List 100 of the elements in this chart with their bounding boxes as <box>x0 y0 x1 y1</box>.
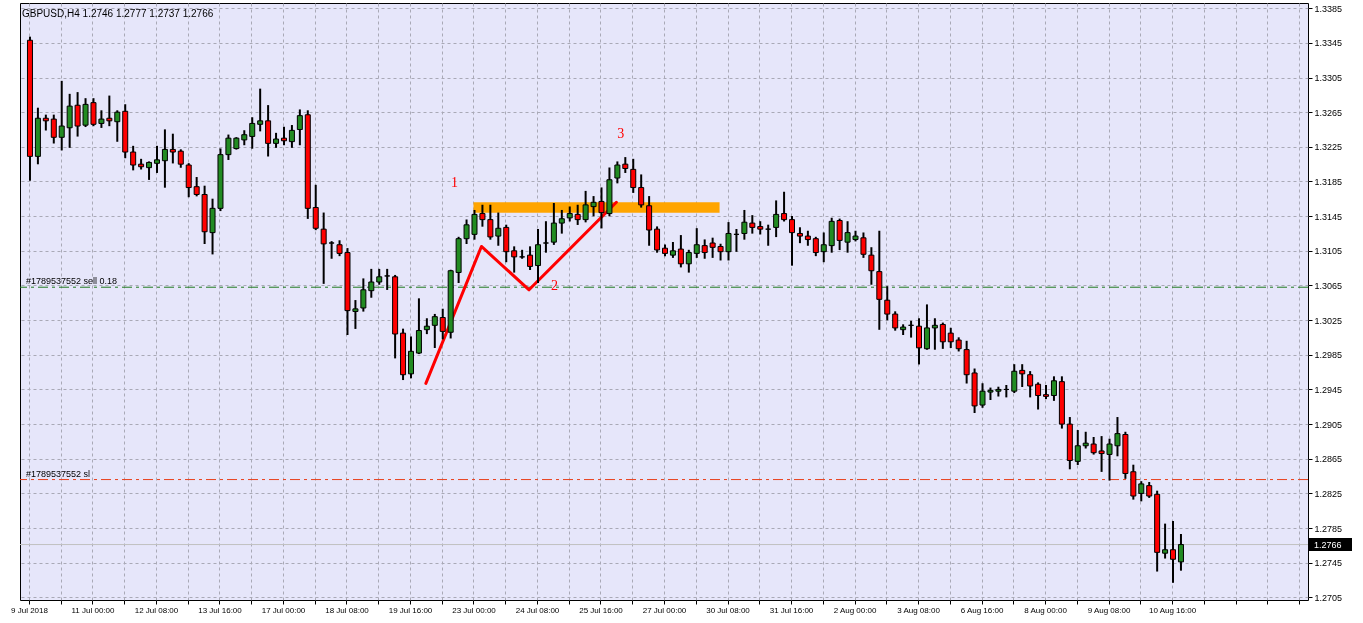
candlestick <box>1177 534 1184 571</box>
candlestick <box>1074 430 1081 465</box>
y-tick-label: 1.3305 <box>1314 73 1343 84</box>
annotation: 2 <box>550 278 558 293</box>
candlestick <box>527 246 534 271</box>
y-tick-label: 1.2905 <box>1314 419 1343 430</box>
ref-line-label: #1789537552 sl <box>26 468 91 479</box>
candlestick <box>916 318 923 365</box>
x-tick-label: 31 Jul 16:00 <box>769 605 814 615</box>
y-tick-label: 1.2985 <box>1314 350 1343 361</box>
x-tick-label: 24 Jul 08:00 <box>515 605 560 615</box>
candlestick <box>519 249 526 259</box>
x-tick-label: 6 Aug 16:00 <box>960 605 1004 615</box>
x-tick-label: 3 Aug 08:00 <box>897 605 941 615</box>
candlestick <box>1138 481 1145 502</box>
candlestick <box>153 145 160 173</box>
candlestick <box>542 221 549 253</box>
candlestick <box>1011 364 1018 394</box>
candlestick <box>685 249 692 273</box>
candlestick <box>1027 371 1034 398</box>
chart-title: GBPUSD,H4 1.2746 1.2777 1.2737 1.2766 <box>22 8 214 19</box>
y-tick-label: 1.3065 <box>1314 280 1343 291</box>
candlestick <box>1170 521 1177 583</box>
candlestick <box>169 133 176 164</box>
candlestick <box>820 232 827 263</box>
y-tick-label: 1.3185 <box>1314 176 1343 187</box>
candlestick <box>765 224 772 246</box>
y-tick-label: 1.3145 <box>1314 211 1343 222</box>
ref-line-label: 1.2766 <box>1314 539 1342 550</box>
candlestick <box>288 125 295 148</box>
x-tick-label: 12 Jul 08:00 <box>134 605 179 615</box>
candlestick <box>923 304 930 350</box>
candlestick <box>931 318 938 350</box>
x-tick-label: 10 Aug 16:00 <box>1148 605 1197 615</box>
candlestick <box>320 212 327 284</box>
annotation: 3 <box>617 126 625 141</box>
candlestick <box>296 109 303 146</box>
candlestick <box>638 174 645 208</box>
candlestick <box>161 129 168 188</box>
candlestick <box>939 322 946 349</box>
candlestick <box>415 298 422 355</box>
y-tick-label: 1.2785 <box>1314 523 1343 534</box>
x-tick-label: 8 Aug 00:00 <box>1024 605 1068 615</box>
candlestick <box>511 246 518 273</box>
x-tick-label: 25 Jul 16:00 <box>579 605 624 615</box>
candlestick <box>312 184 319 231</box>
candlestick <box>1050 376 1057 401</box>
candlestick <box>407 336 414 379</box>
x-tick-label: 2 Aug 00:00 <box>833 605 877 615</box>
x-tick-label: 9 Aug 08:00 <box>1087 605 1131 615</box>
candlestick <box>328 241 335 259</box>
y-tick-label: 1.3225 <box>1314 142 1343 153</box>
candlestick <box>630 158 637 193</box>
candlestick <box>185 163 192 198</box>
candlestick <box>654 226 661 253</box>
y-tick-label: 1.2745 <box>1314 558 1343 569</box>
candlestick <box>249 117 256 149</box>
y-tick-label: 1.3385 <box>1314 3 1343 14</box>
y-tick-label: 1.2825 <box>1314 488 1343 499</box>
y-tick-label: 1.2705 <box>1314 592 1343 603</box>
candlestick <box>947 327 954 348</box>
x-tick-label: 19 Jul 16:00 <box>388 605 433 615</box>
candlestick <box>558 209 565 234</box>
candlestick <box>773 200 780 238</box>
candlestick <box>693 228 700 258</box>
candlestick <box>114 110 121 142</box>
candlestick <box>677 235 684 268</box>
x-tick-label: 17 Jul 00:00 <box>261 605 306 615</box>
candlestick <box>384 268 391 290</box>
candlestick <box>431 313 438 348</box>
y-tick-label: 1.3105 <box>1314 246 1343 257</box>
y-tick-label: 1.2865 <box>1314 454 1343 465</box>
candlestick <box>439 308 446 340</box>
candlestick <box>1019 364 1026 387</box>
candlestick <box>58 80 65 151</box>
y-tick-label: 1.3345 <box>1314 38 1343 49</box>
candlestick <box>265 105 272 157</box>
candlestick <box>1035 382 1042 410</box>
candlestick <box>781 191 788 222</box>
x-tick-label: 30 Jul 08:00 <box>706 605 751 615</box>
candlestick <box>884 286 891 321</box>
x-tick-label: 11 Jul 00:00 <box>71 605 116 615</box>
x-tick-label: 23 Jul 00:00 <box>452 605 497 615</box>
y-tick-label: 1.3025 <box>1314 315 1343 326</box>
candlestick <box>50 114 57 144</box>
candlestick <box>257 88 264 132</box>
annotation: 1 <box>450 175 458 190</box>
x-tick-label: 18 Jul 08:00 <box>325 605 370 615</box>
x-tick-label: 13 Jul 16:00 <box>198 605 243 615</box>
x-tick-label: 27 Jul 00:00 <box>642 605 687 615</box>
candlestick <box>1043 384 1050 400</box>
x-tick-label: 9 Jul 2018 <box>11 605 49 615</box>
candlestick <box>1162 523 1169 559</box>
candlestick <box>130 145 137 171</box>
line-series <box>424 200 618 385</box>
candlestick <box>534 229 541 283</box>
candlestick <box>789 216 796 266</box>
candlestick <box>550 203 557 245</box>
ref-line-label: #1789537552 sell 0.18 <box>26 276 118 287</box>
y-tick-label: 1.2945 <box>1314 384 1343 395</box>
